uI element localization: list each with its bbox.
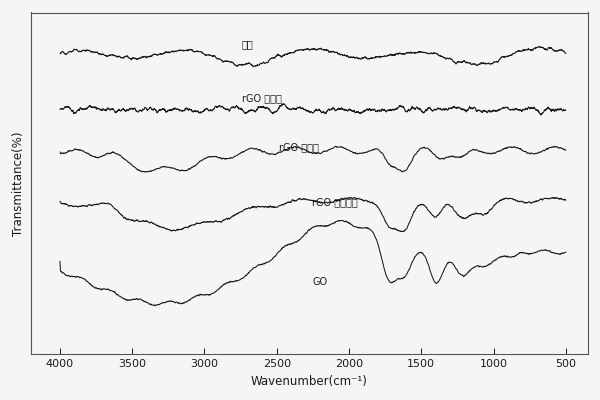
Y-axis label: Transmittance(%): Transmittance(%)	[13, 131, 26, 236]
Text: rGO 无功能: rGO 无功能	[242, 94, 282, 104]
Text: GO: GO	[313, 277, 328, 287]
X-axis label: Wavenumber(cm⁻¹): Wavenumber(cm⁻¹)	[251, 374, 368, 388]
Text: rGO 化学还原: rGO 化学还原	[311, 198, 358, 208]
Text: 石墨: 石墨	[242, 40, 254, 50]
Text: rGO 热还原: rGO 热还原	[278, 142, 319, 152]
